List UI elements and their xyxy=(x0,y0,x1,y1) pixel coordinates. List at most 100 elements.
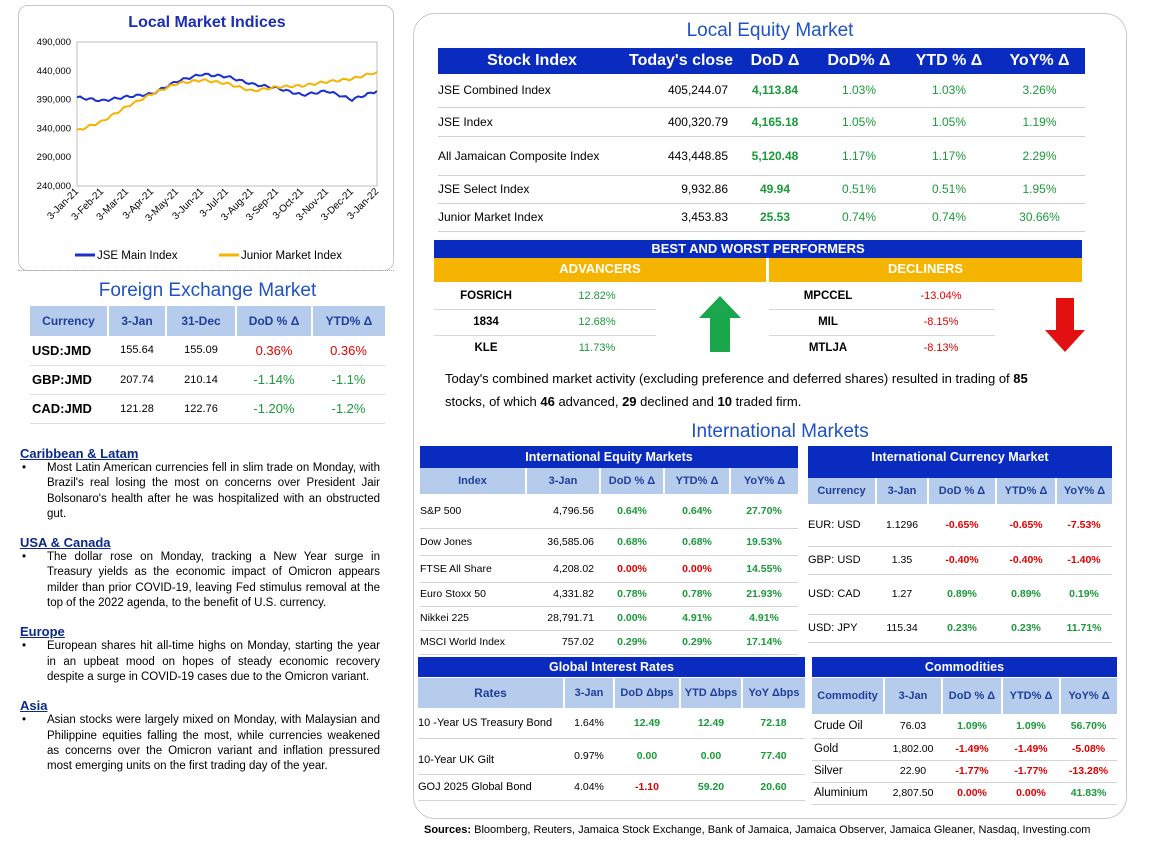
table-row: FOSRICH 12.82% xyxy=(434,283,656,310)
news-section: Caribbean & Latam Most Latin American cu… xyxy=(20,446,380,774)
eq-header-dod: DoD Δ xyxy=(736,48,814,74)
y-tick-label: 290,000 xyxy=(37,152,71,163)
commodity-ytd: 0.00% xyxy=(1002,782,1060,805)
ic-value: 1.35 xyxy=(876,546,928,575)
rate-ytd: 0.00 xyxy=(680,738,742,775)
rates-header-dod: DoD Δbps xyxy=(614,678,681,708)
table-row: Gold 1,802.00 -1.49% -1.49% -5.08% xyxy=(812,738,1117,761)
performers-title: BEST AND WORST PERFORMERS xyxy=(434,240,1082,258)
table-row: Nikkei 225 28,791.71 0.00% 4.91% 4.91% xyxy=(420,606,798,631)
table-row: GBP:JMD 207.74 210.14 -1.14% -1.1% xyxy=(30,365,385,395)
ic-value: 1.1296 xyxy=(876,504,928,547)
ie-name: S&P 500 xyxy=(420,494,526,529)
ic-dod: 0.89% xyxy=(928,574,996,615)
ie-ytd: 0.00% xyxy=(664,555,730,583)
fx-currency: CAD:JMD xyxy=(30,394,108,424)
fx-ytd: -1.2% xyxy=(312,394,385,424)
ic-name: USD: CAD xyxy=(808,574,876,615)
commodity-name: Silver xyxy=(812,760,884,783)
ic-dod: 0.23% xyxy=(928,614,996,643)
table-row: EUR: USD 1.1296 -0.65% -0.65% -7.53% xyxy=(808,504,1112,547)
commodity-dod: -1.49% xyxy=(942,738,1002,761)
market-summary: Today's combined market activity (exclud… xyxy=(445,367,1085,413)
rate-dod: 0.00 xyxy=(614,738,680,775)
ie-dod: 0.78% xyxy=(600,582,664,607)
ic-value: 115.34 xyxy=(876,614,928,643)
ie-header-ytd: YTD% Δ xyxy=(664,468,731,494)
ic-dod: -0.40% xyxy=(928,546,996,575)
eq-close: 9,932.86 xyxy=(626,175,736,204)
legend-label: Junior Market Index xyxy=(241,250,342,262)
fx-header-ytd: YTD% Δ xyxy=(312,306,385,336)
news-heading-europe: Europe xyxy=(20,624,65,640)
rate-yoy: 72.18 xyxy=(742,708,805,739)
ie-header-yoy: YoY% Δ xyxy=(730,468,798,494)
rates-title: Global Interest Rates xyxy=(418,657,805,677)
ic-ytd: 0.23% xyxy=(996,614,1056,643)
ie-value: 4,331.82 xyxy=(526,582,600,607)
ic-ytd: -0.40% xyxy=(996,546,1056,575)
com-header-dod: DoD % Δ xyxy=(942,678,1003,714)
fx-today: 155.64 xyxy=(108,336,166,366)
rate-dod: 12.49 xyxy=(614,708,680,739)
ie-name: Nikkei 225 xyxy=(420,606,526,631)
advancer-name: KLE xyxy=(474,342,498,355)
ic-header-currency: Currency xyxy=(808,478,877,504)
rate-dod: -1.10 xyxy=(614,774,680,801)
fx-ytd: -1.1% xyxy=(312,365,385,395)
divider xyxy=(18,270,394,271)
table-row: USD: JPY 115.34 0.23% 0.23% 11.71% xyxy=(808,614,1112,643)
eq-ytd: 0.74% xyxy=(904,203,994,232)
fx-header-today: 3-Jan xyxy=(108,306,167,336)
ic-name: EUR: USD xyxy=(808,504,876,547)
table-row: Euro Stoxx 50 4,331.82 0.78% 0.78% 21.93… xyxy=(420,582,798,607)
commodity-name: Gold xyxy=(812,738,884,761)
eq-ytd: 1.05% xyxy=(904,107,994,137)
plot-frame xyxy=(76,41,378,187)
summary-text: stocks, of which xyxy=(445,394,541,409)
ie-header-date: 3-Jan xyxy=(526,468,601,494)
decliner-change: -8.13% xyxy=(923,342,959,355)
rate-name: 10 -Year US Treasury Bond xyxy=(418,708,564,739)
ic-name: GBP: USD xyxy=(808,546,876,575)
table-row: GBP: USD 1.35 -0.40% -0.40% -1.40% xyxy=(808,546,1112,575)
commodity-value: 22.90 xyxy=(884,760,942,783)
ic-value: 1.27 xyxy=(876,574,928,615)
intl-equity-table: Index 3-Jan DoD % Δ YTD% Δ YoY% Δ S&P 50… xyxy=(420,468,798,655)
advancers-table: FOSRICH 12.82% 1834 12.68% KLE 11.73% xyxy=(434,283,656,361)
eq-yoy: 1.95% xyxy=(994,175,1085,204)
decliner-change: -8.15% xyxy=(887,309,995,336)
eq-index-name: All Jamaican Composite Index xyxy=(438,136,626,176)
summary-text: Today's combined market activity (exclud… xyxy=(445,371,1014,386)
ie-value: 28,791.71 xyxy=(526,606,600,631)
com-header-name: Commodity xyxy=(812,678,885,714)
rate-name: GOJ 2025 Global Bond xyxy=(418,774,564,801)
ie-ytd: 0.78% xyxy=(664,582,730,607)
rate-yoy: 77.40 xyxy=(742,738,805,775)
eq-dodp: 1.17% xyxy=(814,136,904,176)
down-arrow-icon xyxy=(1045,298,1085,352)
rates-header-date: 3-Jan xyxy=(564,678,615,708)
ie-yoy: 19.53% xyxy=(730,528,798,556)
ie-name: FTSE All Share xyxy=(420,555,526,583)
commodity-name: Crude Oil xyxy=(812,714,884,739)
com-header-date: 3-Jan xyxy=(884,678,943,714)
table-row: FTSE All Share 4,208.02 0.00% 0.00% 14.5… xyxy=(420,555,798,583)
commodity-yoy: 41.83% xyxy=(1060,782,1117,805)
equity-title: Local Equity Market xyxy=(686,20,854,41)
table-row: Junior Market Index 3,453.83 25.53 0.74%… xyxy=(438,203,1085,232)
commodity-dod: 0.00% xyxy=(942,782,1002,805)
table-row: MPCCEL -13.04% xyxy=(769,283,995,310)
ie-value: 4,796.56 xyxy=(526,494,600,529)
ic-ytd: -0.65% xyxy=(996,504,1056,547)
ie-yoy: 14.55% xyxy=(730,555,798,583)
ic-yoy: 11.71% xyxy=(1056,614,1112,643)
intl-currency-title: International Currency Market xyxy=(808,446,1112,478)
fx-header-currency: Currency xyxy=(30,306,109,336)
ie-ytd: 4.91% xyxy=(664,606,730,631)
rate-value: 1.64% xyxy=(564,708,614,739)
fx-table: Currency 3-Jan 31-Dec DoD % Δ YTD% Δ USD… xyxy=(30,306,385,424)
ic-yoy: -7.53% xyxy=(1056,504,1112,547)
table-row: MIL -8.15% xyxy=(769,309,995,336)
intl-equity-title: International Equity Markets xyxy=(420,446,798,468)
